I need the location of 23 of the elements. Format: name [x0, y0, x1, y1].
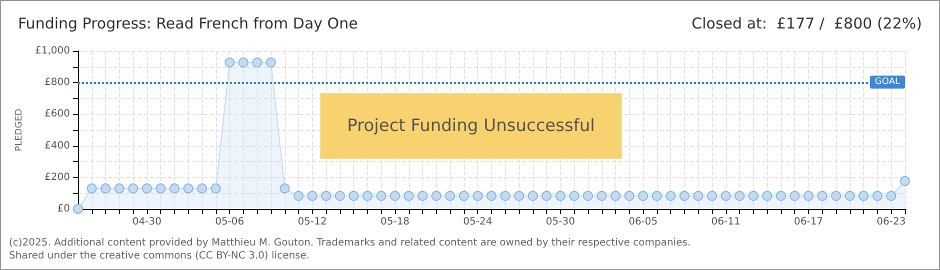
text: Shared under the creative commons (CC BY-NC 3.0) license. [9, 250, 310, 262]
y-axis-title: PLEDGED [14, 108, 25, 152]
y-tick-label: £1,000 [35, 46, 70, 56]
x-tick-label: 06-05 [628, 216, 658, 228]
y-tick-label: £0 [57, 204, 70, 214]
ref-line-label: GOAL [874, 77, 900, 88]
y-tick-label: £200 [44, 172, 70, 183]
x-tick-label: 04-30 [132, 216, 162, 228]
chart-subtitle: Closed at: £177 / £800 (22%) [692, 14, 922, 32]
x-tick-label: 06-17 [794, 216, 824, 228]
text: (c)2025. Additional content provided by Matthieu M. Gouton. Trademarks and related content are owned by their respective companies. [9, 238, 691, 248]
x-tick-label: 05-18 [380, 216, 410, 228]
x-tick-label: 05-30 [546, 216, 575, 228]
y-tick-label: £800 [44, 77, 70, 88]
y-tick-label: £400 [44, 140, 70, 152]
x-tick-label: 06-23 [876, 216, 906, 228]
x-tick-label: 06-11 [711, 216, 740, 228]
x-tick-label: 05-12 [298, 216, 327, 228]
y-tick-label: £600 [44, 108, 70, 120]
chart-title: Funding Progress: Read French from Day One [18, 14, 358, 32]
x-tick-label: 05-06 [215, 216, 244, 228]
notice-box: Project Funding Unsuccessful [320, 93, 622, 159]
x-tick-label: 05-24 [463, 216, 492, 228]
